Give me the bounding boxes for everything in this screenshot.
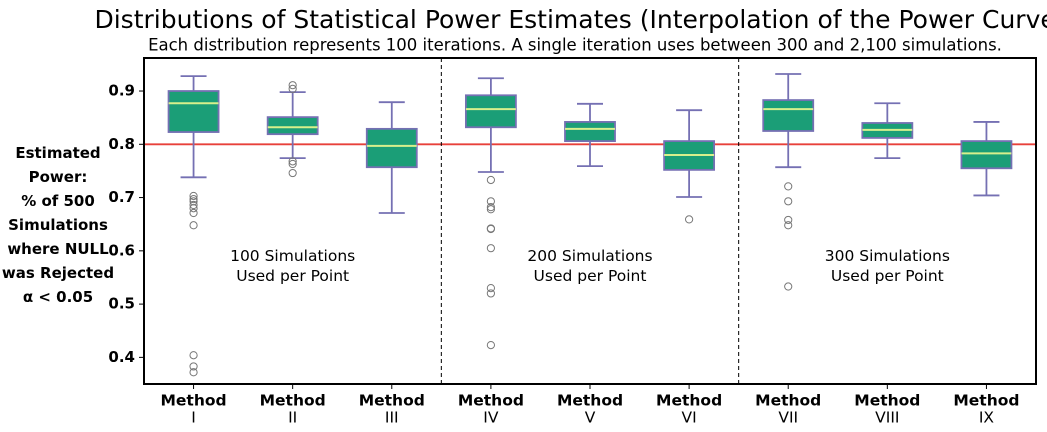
outlier <box>784 215 793 225</box>
x-tick-label: Method IV <box>458 391 524 426</box>
x-tick-label: Method VII <box>755 391 821 426</box>
x-tick-label: Method V <box>557 391 623 426</box>
outlier <box>189 362 198 371</box>
y-axis-label: Estimated Power:% of 500 Simulations where … <box>2 144 114 306</box>
box <box>167 90 220 133</box>
outlier <box>288 157 297 166</box>
box <box>762 99 815 132</box>
chart-subtitle: Each distribution represents 100 iterati… <box>148 36 1002 55</box>
box <box>960 140 1013 170</box>
outlier <box>189 351 198 360</box>
outlier <box>784 182 793 191</box>
outlier <box>288 159 297 169</box>
outlier <box>486 205 495 214</box>
outlier <box>486 197 495 206</box>
y-tick-label: 0.9 <box>108 82 135 100</box>
outlier <box>486 244 495 253</box>
group-label: 200 Simulations Used per Point <box>527 247 652 285</box>
y-tick-label: 0.6 <box>108 241 135 259</box>
box <box>564 121 616 142</box>
y-tick-label: 0.8 <box>108 135 135 153</box>
outlier <box>288 168 297 178</box>
box <box>266 116 319 136</box>
outlier <box>486 284 495 293</box>
group-label: 300 Simulations Used per Point <box>825 247 950 285</box>
outlier <box>189 208 198 218</box>
outlier <box>189 195 198 204</box>
y-tick-label: 0.5 <box>108 295 135 313</box>
x-tick-label: Method IX <box>953 391 1019 426</box>
group-label: 100 Simulations Used per Point <box>230 247 355 285</box>
x-tick-label: Method I <box>160 391 226 426</box>
outlier <box>784 197 793 206</box>
outlier <box>784 282 793 291</box>
outlier <box>486 224 495 234</box>
outlier <box>486 341 495 350</box>
outlier <box>189 204 198 213</box>
outlier <box>189 200 198 210</box>
x-tick-label: Method VI <box>656 391 722 426</box>
chart-title: Distributions of Statistical Power Estim… <box>94 5 1047 34</box>
box <box>365 127 418 169</box>
outlier <box>486 289 495 298</box>
x-tick-label: Method III <box>359 391 425 426</box>
plot-frame <box>143 57 1037 385</box>
y-tick-label: 0.4 <box>108 348 135 366</box>
outlier <box>784 221 793 230</box>
outlier <box>685 215 694 224</box>
outlier <box>189 368 198 377</box>
outlier <box>288 81 297 90</box>
x-tick-label: Method VIII <box>854 391 920 426</box>
outlier <box>288 84 297 93</box>
x-tick-label: Method II <box>260 391 326 426</box>
outlier <box>486 175 495 185</box>
outlier <box>189 191 198 201</box>
box <box>464 94 517 129</box>
outlier <box>486 203 495 212</box>
outlier <box>189 221 198 230</box>
y-tick-label: 0.7 <box>108 188 135 206</box>
